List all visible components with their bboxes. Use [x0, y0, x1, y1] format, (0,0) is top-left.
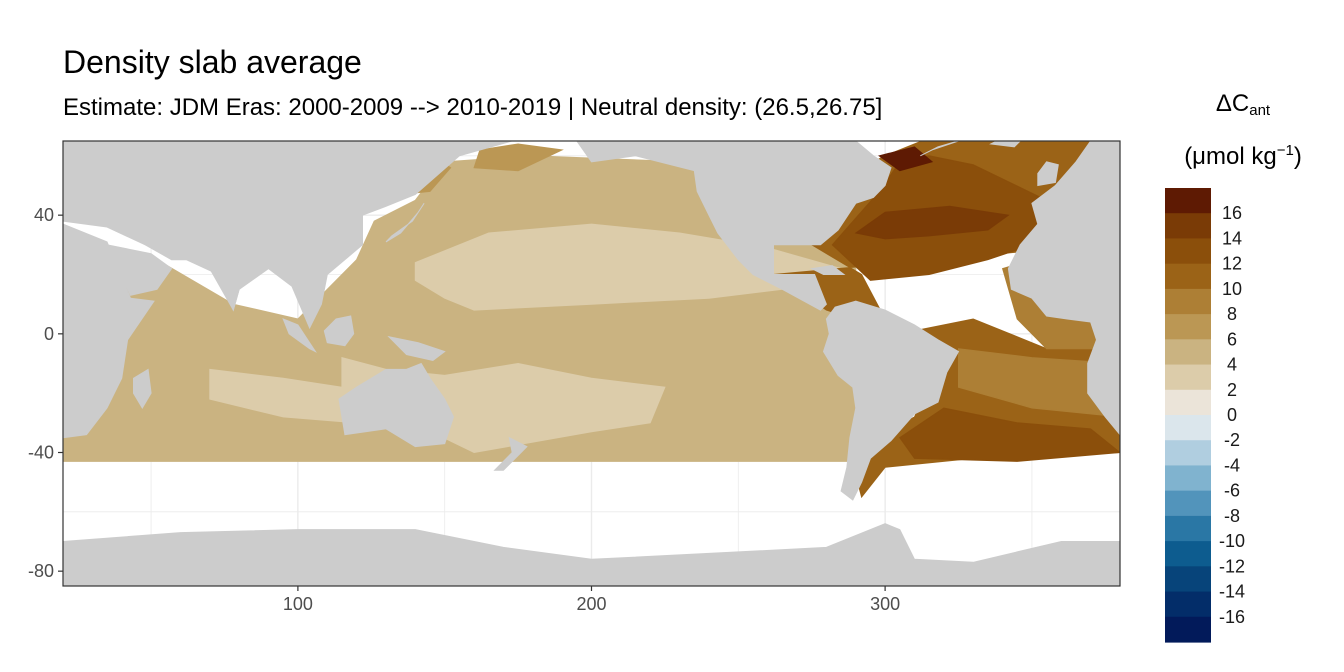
- y-tick-label: -80: [28, 561, 54, 581]
- land-north-america: [576, 141, 892, 311]
- chart-title: Density slab average: [63, 44, 362, 80]
- legend-swatch: [1165, 515, 1211, 542]
- legend-swatch: [1165, 213, 1211, 240]
- legend-label: 12: [1222, 254, 1242, 274]
- land-japan: [385, 203, 425, 243]
- legend-label: -14: [1219, 582, 1245, 602]
- land-arabia: [106, 244, 173, 296]
- legend-label: -16: [1219, 607, 1245, 627]
- legend-swatch: [1165, 490, 1211, 517]
- legend-title-variable: ΔCant: [1215, 90, 1271, 119]
- legend-title: ΔCant (μmol kg−1): [1158, 84, 1328, 177]
- legend-label: -4: [1224, 455, 1240, 475]
- legend-swatch: [1165, 465, 1211, 492]
- legend-label: -2: [1224, 430, 1240, 450]
- legend-swatch: [1165, 566, 1211, 593]
- land-borneo: [323, 315, 355, 347]
- legend-label: 2: [1227, 380, 1237, 400]
- land-madagascar: [133, 368, 152, 409]
- land-cuba: [810, 265, 846, 275]
- land-india: [208, 268, 265, 312]
- legend-swatch: [1165, 238, 1211, 265]
- land-sumatra: [282, 318, 317, 353]
- land-eurasia: [63, 141, 534, 330]
- legend-label: -8: [1224, 506, 1240, 526]
- legend-swatch: [1165, 415, 1211, 441]
- y-tick-label: -40: [28, 443, 54, 463]
- region-bering-sea: [473, 143, 564, 172]
- legend-label: -6: [1224, 481, 1240, 501]
- legend-swatch: [1165, 389, 1211, 416]
- legend-swatch: [1165, 440, 1211, 467]
- x-tick-label: 300: [870, 594, 900, 614]
- legend-swatch: [1165, 364, 1211, 391]
- legend-title-unit: (μmol kg−1): [1184, 142, 1302, 170]
- legend-swatch: [1165, 263, 1211, 290]
- legend-label: 10: [1222, 279, 1242, 299]
- region-south-atlantic-strong: [899, 407, 1120, 462]
- legend-label: 6: [1227, 329, 1237, 349]
- legend-label: 0: [1227, 405, 1237, 425]
- plot-panel: [62, 140, 1121, 587]
- land-greenland: [920, 141, 989, 157]
- legend-label: 14: [1222, 228, 1242, 248]
- land-south-america: [822, 300, 960, 501]
- legend-label: 8: [1227, 304, 1237, 324]
- legend-layer: 16 14 12 10 8 6 4 2 0 -2 -4 -6 -8 -10 -12 -14 -16: [1165, 188, 1245, 643]
- legend-swatch: [1165, 339, 1211, 366]
- legend-swatch: [1165, 541, 1211, 567]
- legend-swatch: [1165, 288, 1211, 315]
- land-new-zealand: [493, 436, 528, 471]
- legend-swatch: [1165, 188, 1211, 214]
- legend-label: -12: [1219, 556, 1245, 576]
- y-tick-label: 40: [34, 205, 54, 225]
- chart-subtitle: Estimate: JDM Eras: 2000-2009 --> 2010-2…: [63, 94, 883, 121]
- map-layer: [63, 141, 1120, 586]
- legend-swatch: [1165, 591, 1211, 618]
- region-labrador-sea-max: [878, 146, 934, 172]
- land-new-guinea: [387, 335, 446, 362]
- region-south-atlantic-mid: [958, 348, 1120, 418]
- land-british-isles: [1037, 161, 1059, 187]
- land-iceland: [989, 141, 1021, 148]
- legend-label: -10: [1219, 531, 1245, 551]
- x-tick-label: 200: [576, 594, 606, 614]
- land-antarctica: [63, 523, 1120, 586]
- legend-swatch: [1165, 314, 1211, 340]
- legend-label: 4: [1227, 355, 1237, 375]
- land-europe-africa-east: [1007, 141, 1120, 436]
- legend-swatch: [1165, 616, 1211, 643]
- legend-label: 16: [1222, 203, 1242, 223]
- region-gulf-stream-max: [854, 205, 1010, 240]
- land-australia: [338, 362, 455, 448]
- y-tick-label: 0: [44, 324, 54, 344]
- x-tick-label: 100: [283, 594, 313, 614]
